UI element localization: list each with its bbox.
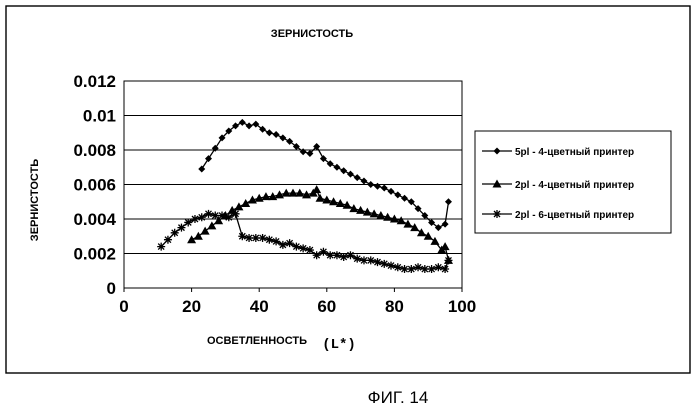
legend-label-3: 2pl - 6-цветный принтер	[515, 210, 634, 221]
series-1-point-10	[266, 129, 273, 136]
series-group	[157, 119, 453, 273]
series-3-point-20	[292, 243, 300, 251]
series-1-point-27	[381, 184, 388, 191]
series-2-point-20	[316, 194, 325, 202]
series-3-point-3	[177, 224, 185, 232]
series-2-point-37	[430, 237, 439, 245]
y-tick-label-2: 0.004	[73, 210, 116, 229]
series-3-point-16	[265, 236, 273, 244]
series-2-point-1	[194, 232, 203, 240]
y-tick-labels: 0 0.002 0.004 0.006 0.008 0.01 0.012	[73, 72, 116, 298]
x-tick-label-2: 40	[250, 297, 269, 316]
series-3-point-41	[434, 263, 442, 271]
series-1-point-26	[374, 183, 381, 190]
series-1-point-21	[340, 167, 347, 174]
series-3-point-12	[238, 232, 246, 240]
series-1-point-30	[401, 195, 408, 202]
series-3-line	[161, 214, 448, 269]
series-2-point-35	[417, 228, 426, 236]
plot-area: 0 0.002 0.004 0.006 0.008 0.01 0.012 0 20 40 60 80…	[73, 72, 476, 316]
series-1-point-12	[279, 134, 286, 141]
series-3-point-33	[380, 260, 388, 268]
series-2-point-3	[207, 221, 216, 229]
series-2-point-2	[201, 227, 210, 235]
series-3-point-29	[353, 255, 361, 263]
y-tick-label-3: 0.006	[73, 176, 116, 195]
series-3-point-7	[205, 210, 213, 218]
series-3-point-0	[157, 243, 165, 251]
series-1-point-7	[246, 122, 253, 129]
legend-label-1: 5pl - 4-цветный принтер	[515, 147, 634, 158]
legend: 5pl - 4-цветный принтер 2pl - 4-цветный п…	[475, 131, 671, 233]
y-tick-label-0: 0	[107, 279, 116, 298]
series-1-line	[202, 122, 449, 227]
x-tick-label-0: 0	[119, 297, 128, 316]
x-tick-labels: 0 20 40 60 80 100	[119, 288, 476, 316]
series-3-point-40	[428, 265, 436, 273]
y-tick-label-5: 0.01	[83, 107, 116, 126]
series-3-point-18	[279, 241, 287, 249]
series-3-point-1	[164, 236, 172, 244]
y-tick-label-4: 0.008	[73, 141, 116, 160]
series-1-point-11	[273, 131, 280, 138]
series-3-point-23	[313, 251, 321, 259]
series-3-point-26	[333, 251, 341, 259]
series-3-point-24	[319, 248, 327, 256]
series-3-point-42	[441, 265, 449, 273]
series-3-point-9	[218, 212, 226, 220]
legend-swatch-marker-3	[493, 210, 501, 218]
x-tick-label-1: 20	[182, 297, 201, 316]
series-3-point-27	[340, 253, 348, 261]
series-3-point-35	[394, 263, 402, 271]
series-1-point-24	[360, 178, 367, 185]
series-3-point-19	[286, 239, 294, 247]
y-axis-label: ЗЕРНИСТОСТЬ	[29, 159, 41, 241]
x-tick-label-5: 100	[448, 297, 476, 316]
series-1-point-29	[394, 191, 401, 198]
series-1-point-2	[212, 145, 219, 152]
series-1-point-25	[367, 181, 374, 188]
series-3-point-15	[259, 234, 267, 242]
series-1-point-22	[347, 171, 354, 178]
series-3-point-22	[306, 246, 314, 254]
y-tick-label-6: 0.012	[73, 72, 116, 91]
series-3-point-37	[407, 265, 415, 273]
series-3-point-5	[191, 215, 199, 223]
series-1-point-37	[445, 198, 452, 205]
x-tick-label-4: 80	[385, 297, 404, 316]
series-3-point-38	[414, 263, 422, 271]
x-axis-unit: (L*)	[322, 337, 356, 353]
series-3-point-11	[232, 210, 240, 218]
series-1-point-20	[333, 164, 340, 171]
series-3-point-21	[299, 244, 307, 252]
chart-title: ЗЕРНИСТОСТЬ	[271, 28, 353, 40]
series-1-point-0	[198, 165, 205, 172]
series-1-point-36	[442, 221, 449, 228]
x-tick-label-3: 60	[317, 297, 336, 316]
series-1-point-23	[354, 174, 361, 181]
series-3-point-43	[444, 256, 452, 264]
figure-caption: ФИГ. 14	[368, 388, 429, 407]
series-1-point-1	[205, 155, 212, 162]
series-3-point-31	[367, 256, 375, 264]
series-1-point-28	[388, 188, 395, 195]
series-3-point-32	[374, 258, 382, 266]
x-axis-label: ОСВЕТЛЕННОСТЬ	[207, 335, 307, 347]
y-tick-label-1: 0.002	[73, 245, 116, 264]
legend-label-2: 2pl - 4-цветный принтер	[515, 180, 634, 191]
series-3-point-34	[387, 262, 395, 270]
series-3-point-2	[171, 229, 179, 237]
series-1-point-6	[239, 119, 246, 126]
